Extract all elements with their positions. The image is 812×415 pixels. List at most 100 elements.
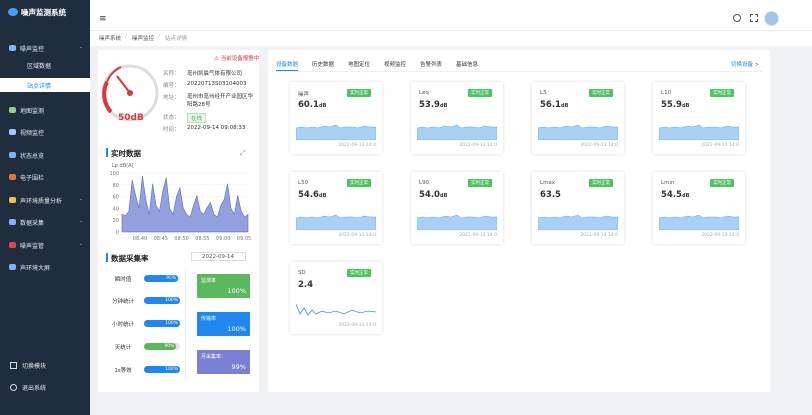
menu-item[interactable]: 声环境大屏 (20, 265, 51, 272)
metric-status: 实时正常 (710, 179, 734, 187)
bottom-menu-item[interactable]: 切换模块 (22, 363, 47, 370)
bottom-icon (10, 384, 17, 391)
realtime-chart: Lp dB(A) 0 20 40 60 80 100 08:40 08:45 08:50 08:55… (109, 163, 251, 242)
menu-arrow: ⌄ (79, 196, 84, 202)
menu-arrow: ⌄ (79, 44, 84, 50)
rate-value: 90% (164, 344, 175, 349)
x-tick-label: 08:40 (133, 236, 147, 242)
field-value: 20220713S03104003 (187, 81, 247, 87)
menu-icon (9, 45, 16, 51)
tab[interactable]: 告警列表 (420, 62, 443, 68)
metric-card[interactable]: L50 实时正常 54.6dB 2022-09-13 14:0 (290, 172, 382, 244)
metric-reading: 54.0dB (419, 190, 447, 200)
breadcrumb-sep: / (125, 34, 127, 40)
metric-reading: 54.5dB (661, 190, 689, 200)
reading-value: 54.0 (419, 190, 440, 200)
app-title: 噪声监测系统 (21, 8, 66, 17)
reading-unit: dB (681, 103, 690, 109)
tab-underline (276, 70, 298, 71)
rate-card: 传输率 100% (197, 312, 250, 336)
menu-icon (9, 107, 16, 113)
tab[interactable]: 视频监控 (384, 62, 407, 68)
sparkline-shape (659, 214, 739, 230)
reading-value: 63.5 (540, 190, 561, 200)
sparkline-shape (659, 124, 739, 140)
metric-card[interactable]: L10 实时正常 55.9dB 2022-09-13 14:0 (653, 82, 745, 154)
sparkline (296, 214, 376, 230)
submenu-item[interactable]: 区域数据 (27, 63, 52, 70)
metric-reading: 2.4 (298, 280, 313, 290)
x-tick-label: 08:45 (154, 236, 168, 242)
tab[interactable]: 基础信息 (456, 62, 479, 68)
sparkline-shape (417, 214, 497, 230)
expand-icon[interactable]: ⤢ (240, 149, 246, 157)
rate-bar (144, 320, 180, 327)
tab[interactable]: 地图定位 (348, 62, 371, 68)
metric-card[interactable]: L5 实时正常 56.1dB 2022-09-13 14:0 (532, 82, 624, 154)
reading-value: 54.5 (661, 190, 682, 200)
menu-toggle[interactable]: ≡ (99, 14, 107, 24)
menu-item[interactable]: 地图监测 (20, 108, 45, 115)
tab[interactable]: 历史数据 (312, 62, 335, 68)
tab[interactable]: 设备数据 (276, 62, 299, 68)
settings-icon[interactable] (733, 14, 741, 22)
avatar[interactable] (764, 11, 779, 26)
rate-card-value: 100% (227, 325, 246, 333)
sparkline-shape (538, 124, 618, 140)
menu-item[interactable]: 声环境质量分析 (20, 198, 63, 205)
bottom-menu-item[interactable]: 退出系统 (22, 385, 47, 392)
menu-item[interactable]: 视频监控 (20, 130, 45, 137)
x-tick-label: 09:05 (237, 236, 251, 242)
menu-icon (9, 264, 16, 270)
metric-name: Lmin (661, 180, 675, 186)
metric-card[interactable]: 噪声 实时正常 60.1dB 2022-09-13 14:0 (290, 82, 382, 154)
menu-item[interactable]: 数据采集 (20, 220, 45, 227)
field-value: 亳州凯晨气体有限公司 (187, 71, 243, 77)
metric-card[interactable]: L90 实时正常 54.0dB 2022-09-13 14:0 (411, 172, 503, 244)
breadcrumb-item[interactable]: 噪声系统 (99, 36, 122, 42)
metric-status: 实时正常 (710, 89, 734, 97)
date-input[interactable]: 2022-09-14 (191, 252, 246, 261)
reading-value: 55.9 (661, 100, 682, 110)
menu-icon (9, 242, 16, 248)
gauge-value: 50dB (118, 113, 144, 123)
menu-item[interactable]: 噪声监控 (20, 46, 45, 53)
metric-name: SD (298, 270, 306, 276)
reading-unit: dB (318, 103, 327, 109)
alert: 当前设备报警中 (220, 56, 260, 62)
metric-card[interactable]: SD 实时正常 2.4 2022-09-13 14:0 (290, 262, 382, 334)
menu-arrow: ⌄ (79, 241, 84, 247)
menu-item[interactable]: 噪声监管 (20, 243, 45, 250)
field-value: 2022-09-14 09:08:33 (187, 125, 246, 131)
switch-device[interactable]: 切换设备 > (731, 62, 760, 68)
sparkline-shape (538, 214, 618, 230)
reading-unit: dB (560, 103, 569, 109)
gauge-needle (116, 75, 131, 94)
topbar (90, 0, 812, 30)
x-tick-label: 08:55 (195, 236, 209, 242)
field-value: 亳州市亳州经开产业园区华阳路28号 (187, 94, 254, 108)
metric-card[interactable]: Lmin 实时正常 54.5dB 2022-09-13 14:0 (653, 172, 745, 244)
fullscreen-icon[interactable] (750, 14, 758, 22)
submenu-item[interactable]: 站点详情 (27, 83, 52, 90)
menu-item[interactable]: 电子围栏 (20, 175, 45, 182)
breadcrumb-item[interactable]: 噪声监控 (132, 36, 155, 42)
field-label: 编号： (163, 83, 180, 89)
menu-icon (9, 129, 16, 135)
sparkline-shape (296, 303, 376, 316)
menu-item[interactable]: 状态总览 (20, 153, 45, 160)
section-bar (106, 148, 108, 157)
bottom-icon (10, 362, 17, 369)
metric-card[interactable]: Lmax 实时正常 63.5 2022-09-13 14:0 (532, 172, 624, 244)
metric-card[interactable]: Leq 实时正常 53.9dB 2022-09-13 14:0 (411, 82, 503, 154)
rate-bar (144, 366, 180, 373)
y-tick-label: 40 (113, 206, 119, 212)
metric-time: 2022-09-13 14:0 (459, 233, 497, 238)
metric-time: 2022-09-13 14:0 (580, 143, 618, 148)
menu-arrow: ⌄ (79, 218, 84, 224)
metric-name: L50 (298, 180, 309, 186)
metric-time: 2022-09-13 14:0 (338, 143, 376, 148)
metric-reading: 53.9dB (419, 100, 447, 110)
menu-icon (9, 197, 16, 203)
section-bar (106, 253, 108, 262)
